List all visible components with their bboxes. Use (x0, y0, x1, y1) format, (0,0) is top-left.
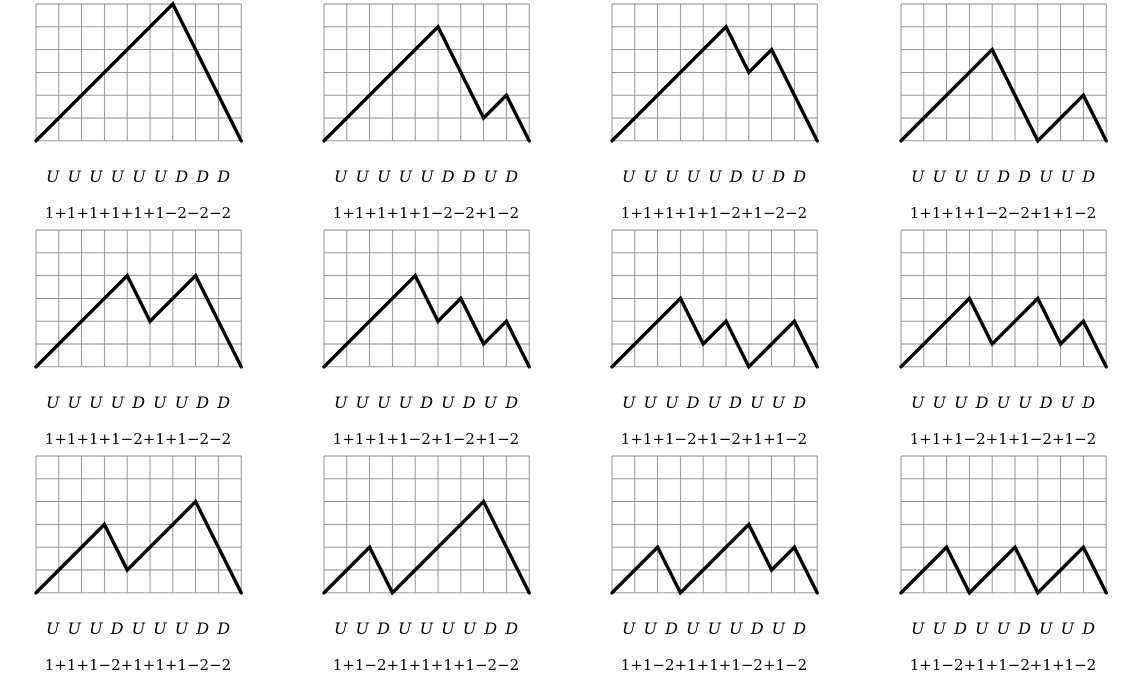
step-sum-label: 1+1+1+1−2+1+1−2−2 (44, 430, 232, 448)
lattice-path-line (322, 498, 531, 596)
path-grid-diagram (322, 455, 531, 596)
lattice-path-line (34, 1, 243, 143)
grid-lines (611, 3, 818, 142)
step-sequence-label: U U U U U D U D D (621, 167, 807, 186)
path-grid-diagram (899, 229, 1108, 369)
step-sequence-label: U U U D U U D U D (910, 393, 1096, 412)
lattice-path-line (610, 521, 819, 596)
path-grid-diagram (610, 3, 819, 143)
step-sum-label: 1+1+1−2+1−2+1+1−2 (620, 430, 808, 448)
step-sequence-label: U U D U U U U D D (333, 619, 519, 638)
lattice-path-panel: U U U U D U D U D 1+1+1+1−2+1−2+1−2 (296, 229, 556, 455)
lattice-path-panel: U U U U D D U U D 1+1+1+1−2−2+1+1−2 (873, 3, 1133, 229)
lattice-path-line (899, 544, 1108, 596)
lattice-path-panel: U U D U U U D U D 1+1−2+1+1+1−2+1−2 (584, 455, 844, 681)
path-grid-diagram (34, 229, 243, 369)
lattice-path-panel: U U U U U U D D D 1+1+1+1+1+1−2−2−2 (8, 1, 268, 229)
step-sequence-label: U U U U D U D U D (333, 393, 519, 412)
lattice-path-line (322, 272, 531, 369)
step-sum-label: 1+1+1+1−2−2+1+1−2 (909, 204, 1097, 222)
grid-lines (35, 455, 242, 594)
step-sequence-label: U U U D U U U D D (45, 619, 231, 638)
step-sum-label: 1+1+1+1+1+1−2−2−2 (44, 204, 232, 222)
step-sum-label: 1+1+1+1−2+1−2+1−2 (332, 430, 520, 448)
step-sum-label: 1+1+1−2+1+1−2+1−2 (909, 430, 1097, 448)
grid-lines (323, 229, 530, 368)
lattice-path-panel: U U U U U D U D D 1+1+1+1+1−2+1−2−2 (584, 3, 844, 229)
path-grid-diagram (34, 1, 243, 143)
lattice-path-line (610, 23, 819, 143)
step-sequence-label: U U D U U U D U D (621, 619, 807, 638)
lattice-path-line (34, 498, 243, 595)
step-sum-label: 1+1−2+1+1+1+1−2−2 (332, 656, 520, 674)
lattice-path-panel: U U D U U U U D D 1+1−2+1+1+1+1−2−2 (296, 455, 556, 681)
step-sequence-label: U U U D U D U U D (621, 393, 807, 412)
lattice-path-panel: U U U D U U D U D 1+1+1−2+1+1−2+1−2 (873, 229, 1133, 455)
path-grid-diagram (899, 455, 1108, 596)
grid-lines (611, 229, 818, 368)
lattice-path-panel: U U D U U D U U D 1+1−2+1+1−2+1+1−2 (873, 455, 1133, 681)
lattice-path-panel: U U U U D U U D D 1+1+1+1−2+1+1−2−2 (8, 229, 268, 455)
step-sum-label: 1+1+1+1+1−2−2+1−2 (332, 204, 520, 222)
step-sequence-label: U U U U U U D D D (45, 167, 231, 186)
step-sum-label: 1+1−2+1+1+1−2+1−2 (620, 656, 808, 674)
lattice-path-line (899, 46, 1108, 144)
grid-lines (35, 3, 242, 142)
lattice-path-panel: U U U D U D U U D 1+1+1−2+1−2+1+1−2 (584, 229, 844, 455)
path-grid-diagram (610, 229, 819, 370)
lattice-path-line (322, 23, 531, 143)
grid-lines (323, 455, 530, 594)
lattice-path-panel: U U U U U D D U D 1+1+1+1+1−2−2+1−2 (296, 3, 556, 229)
path-grid-diagram (322, 229, 531, 369)
lattice-path-panel: U U U D U U U D D 1+1+1−2+1+1+1−2−2 (8, 455, 268, 681)
lattice-path-line (899, 295, 1108, 369)
step-sequence-label: U U D U U D U U D (910, 619, 1096, 638)
path-grid-diagram (34, 455, 243, 595)
step-sequence-label: U U U U D U U D D (45, 393, 231, 412)
step-sum-label: 1+1−2+1+1−2+1+1−2 (909, 656, 1097, 674)
grid-lines (900, 229, 1107, 368)
path-grid-diagram (610, 455, 819, 596)
step-sequence-label: U U U U D D U U D (910, 167, 1096, 186)
grid-lines (323, 3, 530, 142)
step-sequence-label: U U U U U D D U D (333, 167, 519, 186)
step-sum-label: 1+1+1−2+1+1+1−2−2 (44, 656, 232, 674)
path-grid-diagram (322, 3, 531, 143)
grid-lines (611, 455, 818, 594)
lattice-path-line (610, 295, 819, 370)
path-grid-diagram (899, 3, 1108, 144)
step-sum-label: 1+1+1+1+1−2+1−2−2 (620, 204, 808, 222)
lattice-path-line (34, 272, 243, 369)
grid-lines (900, 455, 1107, 594)
